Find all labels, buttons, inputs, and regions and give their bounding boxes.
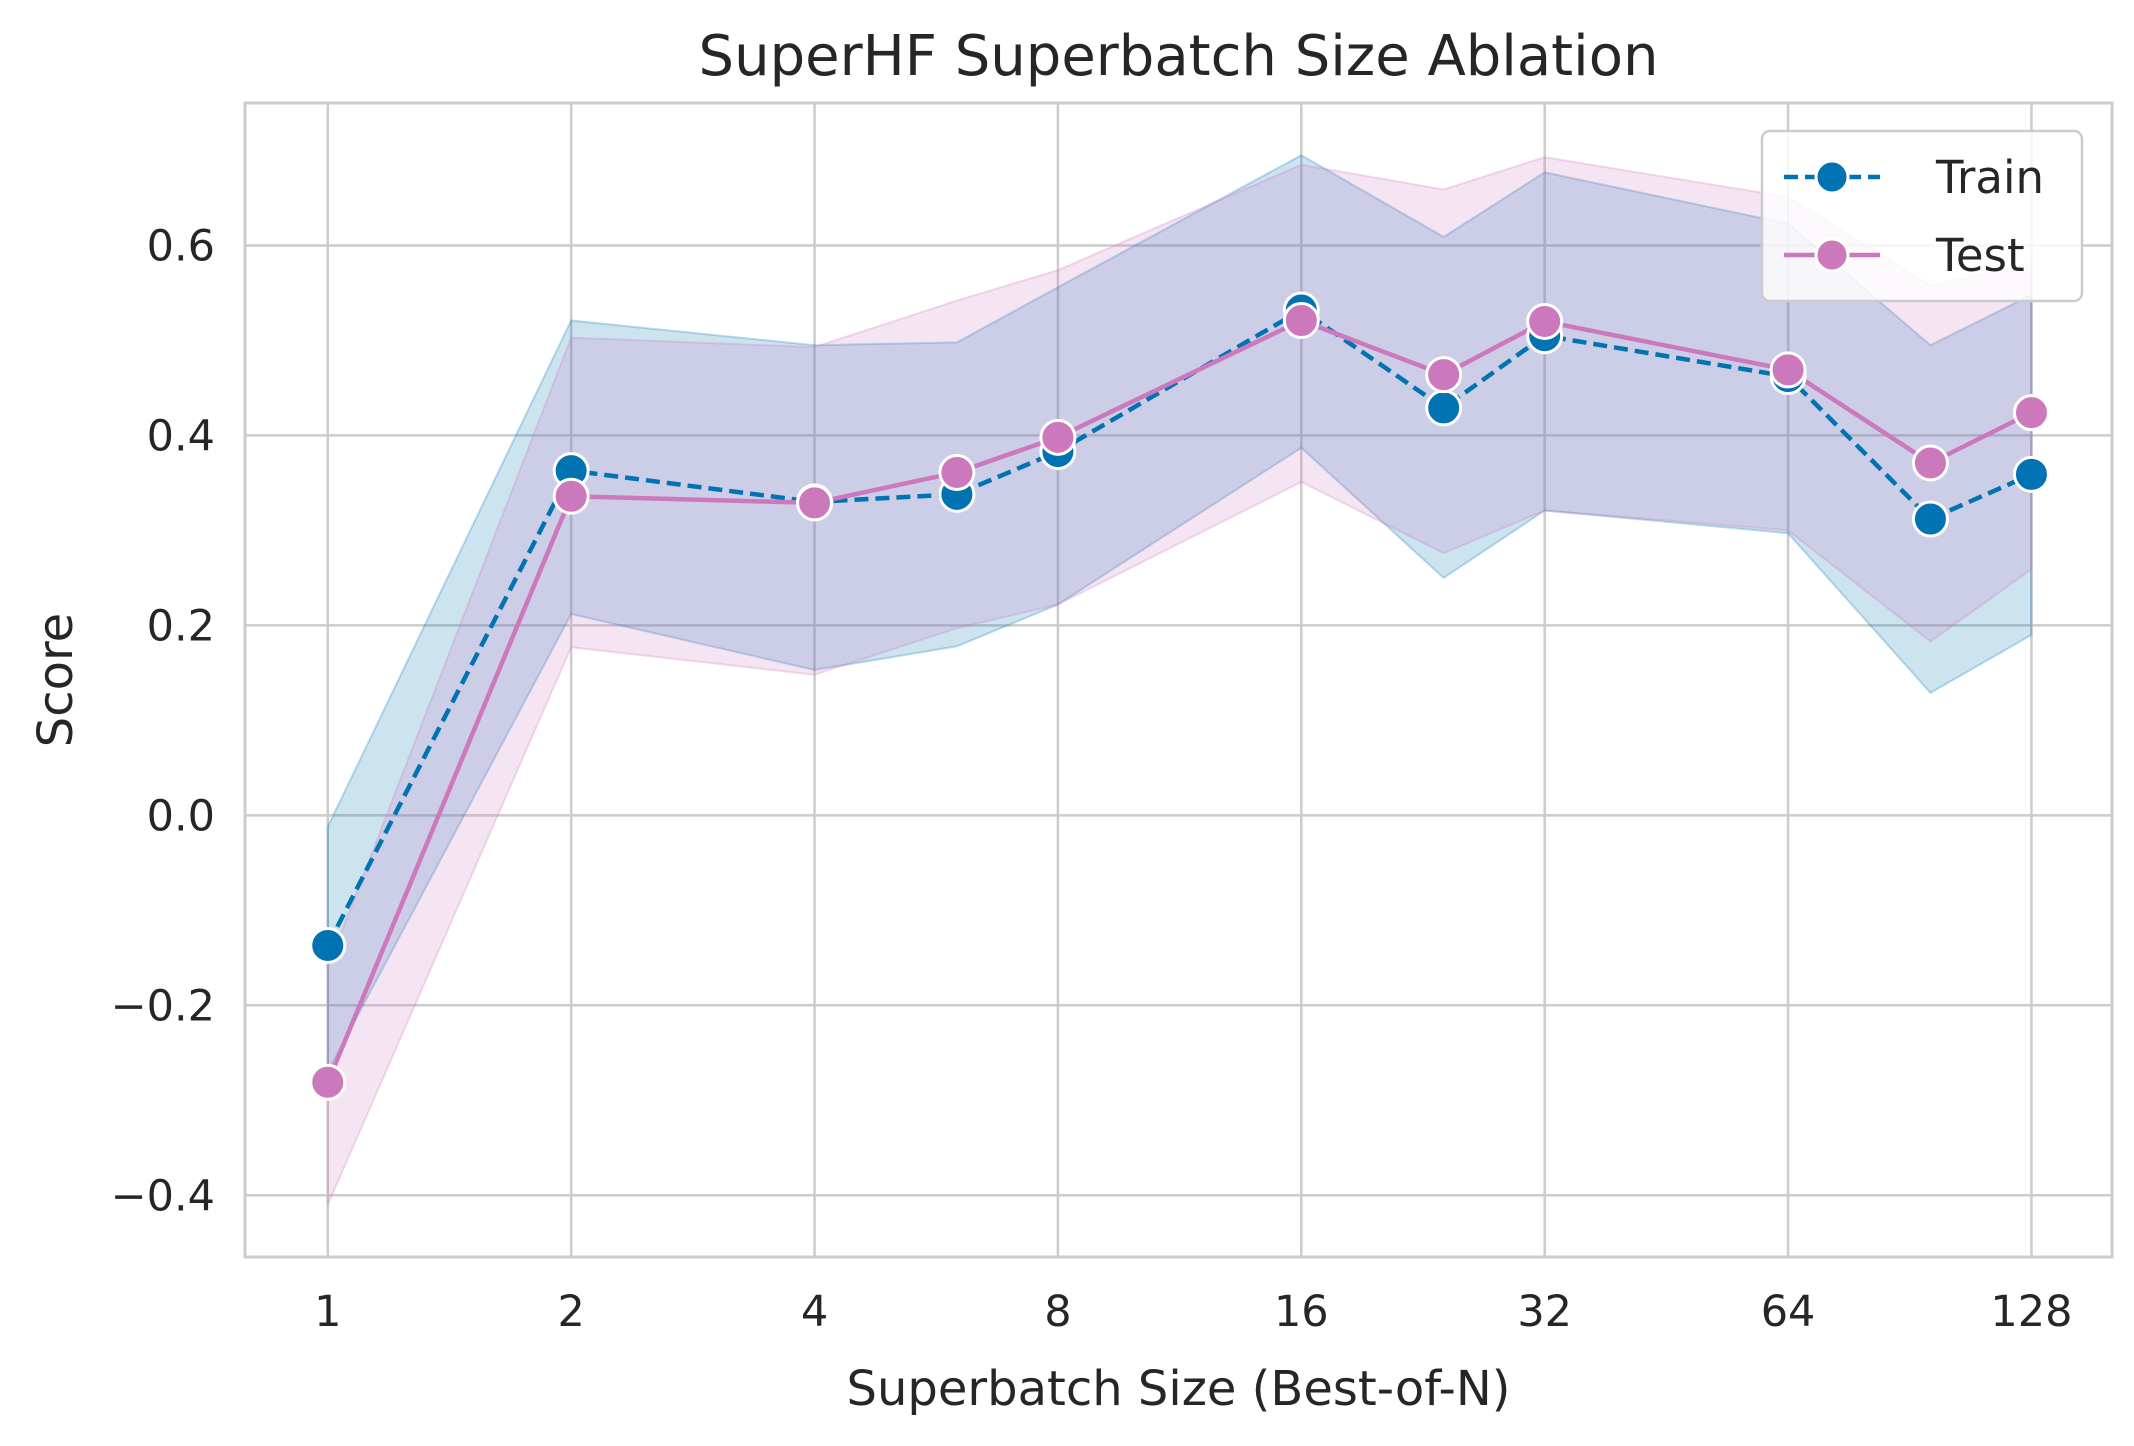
y-tick-label: −0.4 — [111, 1171, 215, 1221]
y-tick-label: 0.0 — [147, 791, 215, 841]
legend: Train Test — [1760, 129, 2084, 303]
train-legend-label: Train — [1935, 151, 2044, 204]
x-tick-label: 128 — [1990, 1287, 2072, 1337]
series-markers — [309, 291, 2050, 1101]
y-tick-label: 0.6 — [147, 221, 215, 271]
test-legend-marker — [1814, 237, 1850, 273]
train-legend-marker — [1814, 159, 1850, 195]
y-tick-label: 0.4 — [147, 411, 215, 461]
x-tick-label: 8 — [1044, 1287, 1071, 1337]
x-tick-label: 4 — [801, 1287, 828, 1337]
test-confidence-band — [326, 156, 2033, 1206]
test-data-point — [1039, 418, 1077, 456]
y-tick-label: 0.2 — [147, 601, 215, 651]
test-data-point — [2012, 394, 2050, 432]
x-tick-label: 64 — [1761, 1287, 1816, 1337]
test-legend-label: Test — [1935, 229, 2025, 282]
x-tick-label: 2 — [557, 1287, 584, 1337]
train-data-point — [2012, 455, 2050, 493]
confidence-bands — [326, 154, 2033, 1206]
train-data-point — [1425, 389, 1463, 427]
test-data-point — [552, 477, 590, 515]
test-data-point — [938, 453, 976, 491]
test-data-point — [796, 484, 834, 522]
x-axis-label: Superbatch Size (Best-of-N) — [846, 1361, 1510, 1417]
chart-title: SuperHF Superbatch Size Ablation — [699, 24, 1659, 89]
plot-frame — [243, 101, 2114, 1259]
x-tick-label: 16 — [1274, 1287, 1329, 1337]
y-axis-label: Score — [28, 613, 84, 747]
test-data-point — [309, 1063, 347, 1101]
test-data-point — [1911, 444, 1949, 482]
x-tick-label: 1 — [314, 1287, 341, 1337]
train-confidence-band — [326, 154, 2033, 1073]
train-data-point — [1911, 500, 1949, 538]
y-tick-label: −0.2 — [111, 981, 215, 1031]
test-data-point — [1769, 351, 1807, 389]
test-data-point — [1282, 302, 1320, 340]
tick-labels: 1 2 4 8 16 32 64 128 −0.4 −0.2 0.0 0.2 0.4 0.6 — [111, 221, 2073, 1337]
x-tick-label: 32 — [1517, 1287, 1572, 1337]
train-data-point — [309, 926, 347, 964]
test-data-point — [1425, 356, 1463, 394]
test-data-point — [1526, 302, 1564, 340]
